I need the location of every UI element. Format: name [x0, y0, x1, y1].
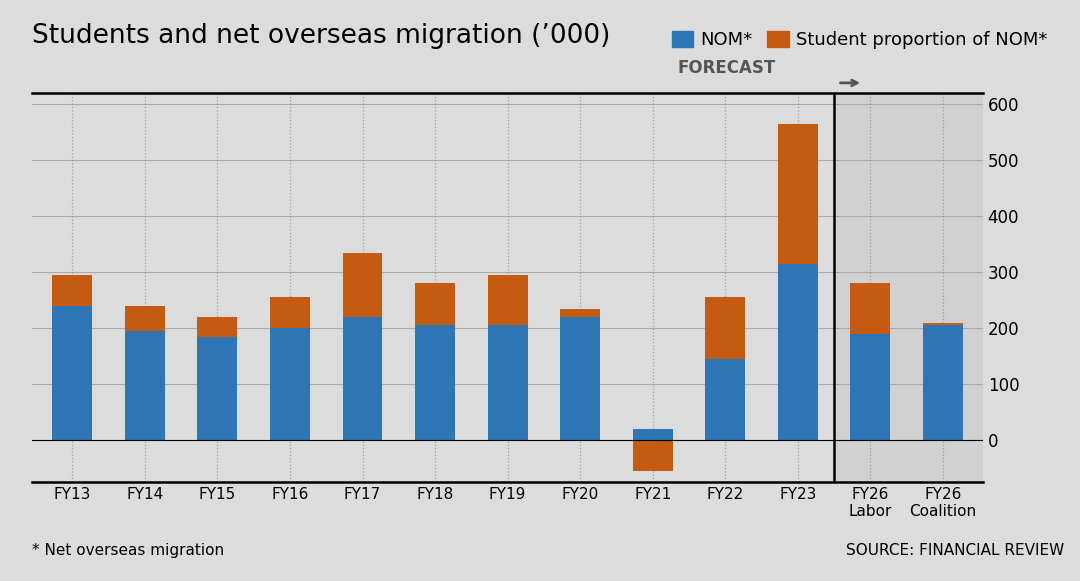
Bar [342, 253, 382, 317]
Bar [923, 322, 963, 325]
Bar [705, 297, 745, 359]
Bar [415, 284, 455, 325]
Bar [850, 284, 890, 334]
Text: FORECAST: FORECAST [678, 59, 777, 77]
Bar [923, 325, 963, 440]
Bar [834, 93, 1001, 482]
Bar [705, 359, 745, 440]
Bar [270, 328, 310, 440]
Bar [633, 440, 673, 471]
Bar [125, 306, 165, 331]
Bar [52, 306, 92, 440]
Bar [633, 429, 673, 440]
Bar [125, 331, 165, 440]
Bar [342, 317, 382, 440]
Bar [778, 124, 818, 264]
Legend: NOM*, Student proportion of NOM*: NOM*, Student proportion of NOM* [664, 24, 1055, 56]
Text: Students and net overseas migration (’000): Students and net overseas migration (’00… [32, 23, 611, 49]
Bar [561, 309, 600, 317]
Bar [198, 336, 238, 440]
Bar [488, 275, 527, 325]
Text: SOURCE: FINANCIAL REVIEW: SOURCE: FINANCIAL REVIEW [846, 543, 1064, 558]
Bar [778, 264, 818, 440]
Bar [415, 325, 455, 440]
Text: * Net overseas migration: * Net overseas migration [32, 543, 225, 558]
Bar [488, 325, 527, 440]
Bar [561, 317, 600, 440]
Bar [270, 297, 310, 328]
Bar [198, 317, 238, 336]
Bar [850, 334, 890, 440]
Bar [52, 275, 92, 306]
